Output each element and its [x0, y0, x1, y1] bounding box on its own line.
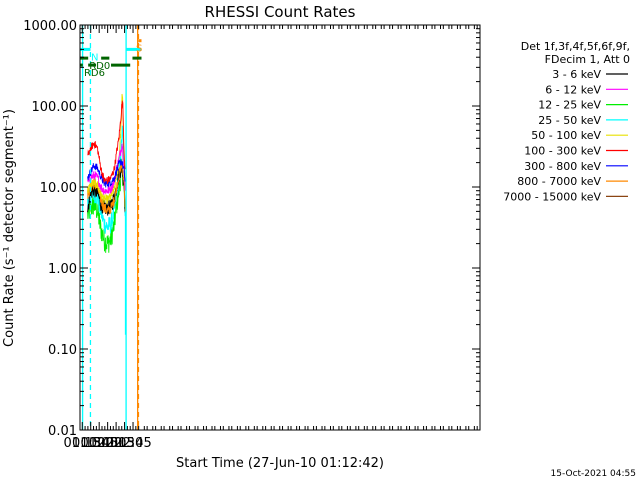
chart-title: RHESSI Count Rates: [205, 3, 356, 21]
series-line-100-300-kev: [87, 100, 126, 185]
legend-label-7000-15000-kev: 7000 - 15000 keV: [503, 190, 601, 203]
legend-header-line-1: Det 1f,3f,4f,5f,6f,9f,: [521, 40, 630, 53]
y-tick-label-100-00: 100.00: [32, 100, 78, 115]
legend-label-100-300-kev: 100 - 300 keV: [524, 145, 601, 158]
x-tick-label-01-15: 01:15: [64, 436, 101, 451]
series-line-800-7000-kev: [87, 163, 126, 214]
plot-frame: [79, 24, 481, 431]
y-tick-label-1-00: 1.00: [48, 262, 77, 277]
legend: 3 - 6 keV 6 - 12 keV 12 - 25 keV 25 - 50 ke…: [503, 68, 628, 203]
footer-date: 15-Oct-2021 04:55: [551, 469, 636, 479]
series-line-300-800-kev: [87, 158, 126, 188]
legend-header-line-2: FDecim 1, Att 0: [545, 53, 630, 66]
series-line-12-25-kev: [87, 158, 126, 253]
y-tick-label-0-10: 0.10: [48, 343, 77, 358]
state-bar-label-rd6: RD6: [84, 68, 105, 79]
legend-label-300-800-kev: 300 - 800 keV: [524, 160, 601, 173]
y-axis-label: Count Rate (s⁻¹ detector segment⁻¹): [2, 109, 17, 347]
axes-layer: 0.01 0.10 1.00 10.00 100.00 1000.00 01:1501:30…: [23, 19, 481, 451]
state-bar-label-rd0: RD0: [89, 61, 110, 72]
x-tick-label-02-15: 02:15: [97, 436, 134, 451]
series-line-6-12-kev: [87, 143, 126, 195]
series-layer: [87, 93, 127, 335]
state-bar-label-n: N: [91, 52, 98, 63]
x-tick-label-01-45: 01:45: [80, 436, 117, 451]
legend-label-25-50-kev: 25 - 50 keV: [538, 114, 601, 127]
x-tick-label-02-00: 02:00: [89, 436, 126, 451]
x-tick-label-02-45: 02:45: [114, 436, 151, 451]
y-tick-label-0-01: 0.01: [48, 424, 77, 439]
x-tick-label-01-30: 01:30: [72, 436, 109, 451]
legend-label-12-25-kev: 12 - 25 keV: [538, 99, 601, 112]
x-tick-label-02-30: 02:30: [106, 436, 143, 451]
x-axis-label: Start Time (27-Jun-10 01:12:42): [176, 456, 384, 471]
y-tick-label-1000-00: 1000.00: [23, 19, 77, 34]
legend-label-6-12-kev: 6 - 12 keV: [545, 83, 601, 96]
legend-label-800-7000-kev: 800 - 7000 keV: [517, 175, 601, 188]
legend-label-3-6-kev: 3 - 6 keV: [552, 68, 601, 81]
state-bar-label-s: S: [136, 44, 142, 55]
legend-label-50-100-kev: 50 - 100 keV: [531, 129, 601, 142]
y-tick-label-10-00: 10.00: [40, 181, 77, 196]
